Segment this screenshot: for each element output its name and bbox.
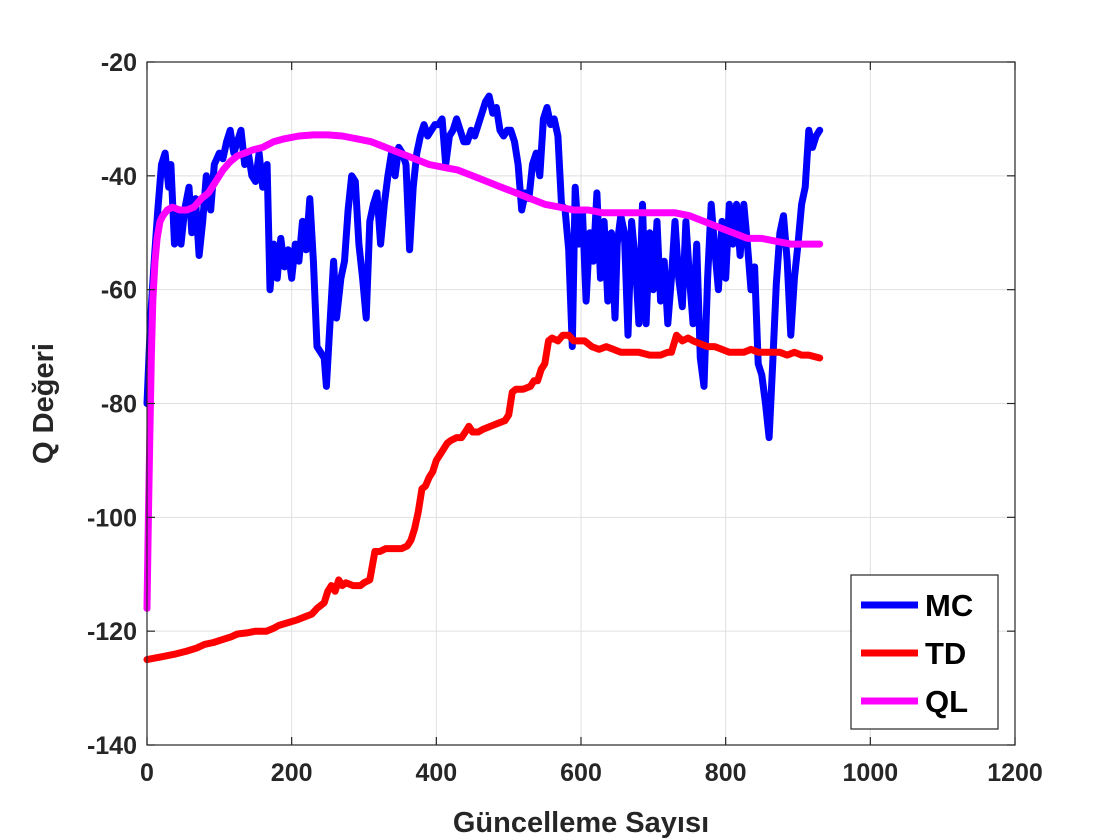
y-tick-label: -20 — [101, 49, 137, 77]
x-tick-label: 1000 — [843, 759, 899, 787]
x-tick-label: 1200 — [987, 759, 1043, 787]
legend-label-td: TD — [925, 636, 966, 671]
y-axis-label: Q Değeri — [28, 343, 60, 464]
y-tick-label: -80 — [101, 391, 137, 419]
series-layer — [143, 92, 824, 664]
x-tick-label: 800 — [705, 759, 747, 787]
legend-label-ql: QL — [925, 684, 968, 719]
legend-label-mc: MC — [925, 588, 973, 623]
legend: MC TD QL — [850, 574, 999, 730]
y-tick-label: -100 — [87, 504, 137, 532]
y-tick-label: -60 — [101, 277, 137, 305]
tick-labels: 0 200 400 600 800 1000 1200 -20 -40 -60 -80 -100 -12… — [87, 49, 1043, 787]
x-axis-label: Güncelleme Sayısı — [453, 807, 709, 839]
series-line-ql — [143, 131, 824, 612]
x-tick-label: 600 — [560, 759, 602, 787]
series-line-mc — [143, 92, 824, 442]
x-tick-label: 400 — [415, 759, 457, 787]
y-tick-label: -140 — [87, 732, 137, 760]
y-tick-label: -40 — [101, 163, 137, 191]
series-line-td — [143, 331, 824, 664]
x-tick-label: 0 — [140, 759, 154, 787]
x-tick-label: 200 — [271, 759, 313, 787]
y-tick-label: -120 — [87, 618, 137, 646]
